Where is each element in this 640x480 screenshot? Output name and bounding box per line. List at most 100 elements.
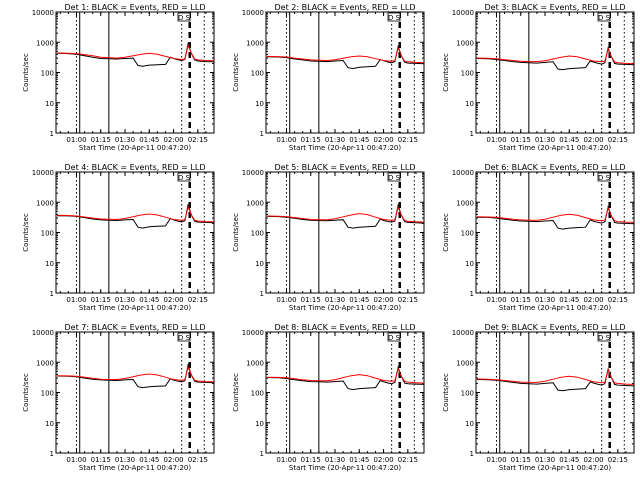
y-tick-label: 10	[45, 100, 54, 108]
panel-title: Det 5: BLACK = Events, RED = LLD	[275, 163, 416, 172]
lld-series-line	[57, 365, 215, 383]
y-tick-label: 1000	[456, 199, 474, 207]
y-axis-label: Counts/sec	[22, 213, 30, 252]
y-tick-label: 10	[255, 100, 264, 108]
x-tick-label: 01:15	[301, 296, 321, 304]
x-tick-label: 02:00	[373, 136, 393, 144]
y-tick-label: 1000	[36, 199, 54, 207]
y-axis-label: Counts/sec	[22, 53, 30, 92]
y-tick-label: 1	[470, 450, 474, 458]
y-tick-label: 100	[461, 390, 474, 398]
y-tick-label: 100	[461, 70, 474, 78]
lld-series-line	[267, 46, 425, 64]
y-tick-label: 10	[465, 260, 474, 268]
legend-label: D S	[388, 174, 401, 182]
panel-title: Det 2: BLACK = Events, RED = LLD	[275, 3, 416, 12]
y-tick-label: 1000	[36, 359, 54, 367]
legend-box	[387, 172, 401, 182]
x-axis-label: Start Time (20-Apr-11 00:47:20)	[289, 304, 401, 312]
x-axis-label: Start Time (20-Apr-11 00:47:20)	[289, 464, 401, 472]
x-tick-label: 01:00	[66, 296, 86, 304]
x-tick-label: 01:45	[139, 296, 159, 304]
x-tick-label: 02:15	[608, 296, 628, 304]
y-axis-label: Counts/sec	[442, 213, 450, 252]
x-tick-label: 02:15	[188, 296, 208, 304]
x-tick-label: 01:00	[276, 296, 296, 304]
y-tick-label: 1	[470, 130, 474, 138]
y-tick-label: 1	[260, 130, 264, 138]
legend-label: D S	[178, 174, 191, 182]
panel-det-1: Det 1: BLACK = Events, RED = LLD 1 10 100 10…	[22, 3, 215, 152]
y-tick-label: 1000	[246, 359, 264, 367]
x-tick-label: 01:30	[535, 296, 555, 304]
panel-det-8: Det 8: BLACK = Events, RED = LLD 1 10 100 10…	[232, 323, 425, 472]
x-tick-label: 01:15	[511, 456, 531, 464]
x-tick-label: 01:00	[276, 136, 296, 144]
y-tick-label: 1000	[246, 199, 264, 207]
y-tick-label: 1000	[246, 39, 264, 47]
x-tick-label: 01:45	[139, 136, 159, 144]
x-tick-label: 01:15	[91, 456, 111, 464]
legend-label: D S	[598, 14, 611, 22]
x-tick-label: 01:15	[91, 136, 111, 144]
x-tick-label: 02:15	[608, 136, 628, 144]
y-tick-label: 10000	[452, 9, 474, 17]
x-axis-label: Start Time (20-Apr-11 00:47:20)	[79, 144, 191, 152]
panel-title: Det 8: BLACK = Events, RED = LLD	[275, 323, 416, 332]
y-tick-label: 10	[255, 260, 264, 268]
y-tick-label: 10000	[32, 329, 54, 337]
y-tick-label: 1	[50, 130, 54, 138]
y-axis-label: Counts/sec	[232, 53, 240, 92]
legend-box	[597, 332, 611, 342]
x-tick-label: 01:30	[325, 296, 345, 304]
x-tick-label: 01:00	[486, 136, 506, 144]
x-tick-label: 01:15	[511, 296, 531, 304]
y-axis-label: Counts/sec	[232, 373, 240, 412]
y-tick-label: 10	[45, 260, 54, 268]
panel-det-9: Det 9: BLACK = Events, RED = LLD 1 10 100 10…	[442, 323, 635, 472]
lld-series-line	[57, 205, 215, 223]
y-tick-label: 1	[50, 450, 54, 458]
y-tick-label: 100	[41, 230, 54, 238]
y-tick-label: 10000	[32, 169, 54, 177]
x-tick-label: 01:15	[301, 136, 321, 144]
y-axis-label: Counts/sec	[442, 373, 450, 412]
x-axis-label: Start Time (20-Apr-11 00:47:20)	[499, 464, 611, 472]
lld-series-line	[267, 205, 425, 223]
y-tick-label: 100	[461, 230, 474, 238]
y-tick-label: 10000	[242, 329, 264, 337]
y-tick-label: 10	[45, 420, 54, 428]
x-tick-label: 01:00	[66, 136, 86, 144]
x-tick-label: 02:15	[398, 456, 418, 464]
x-tick-label: 01:30	[115, 456, 135, 464]
y-tick-label: 1	[260, 290, 264, 298]
y-tick-label: 100	[251, 70, 264, 78]
x-tick-label: 01:45	[349, 456, 369, 464]
x-tick-label: 02:15	[398, 296, 418, 304]
lld-series-line	[267, 366, 425, 384]
legend-box	[597, 172, 611, 182]
x-tick-label: 02:15	[188, 456, 208, 464]
legend-label: D S	[598, 174, 611, 182]
panel-title: Det 3: BLACK = Events, RED = LLD	[485, 3, 626, 12]
x-tick-label: 02:00	[163, 296, 183, 304]
y-axis-label: Counts/sec	[232, 213, 240, 252]
x-tick-label: 01:45	[139, 456, 159, 464]
panel-title: Det 9: BLACK = Events, RED = LLD	[485, 323, 626, 332]
x-axis-label: Start Time (20-Apr-11 00:47:20)	[499, 304, 611, 312]
x-tick-label: 01:45	[349, 136, 369, 144]
panel-det-7: Det 7: BLACK = Events, RED = LLD 1 10 100 10…	[22, 323, 215, 472]
y-tick-label: 1000	[36, 39, 54, 47]
panel-title: Det 6: BLACK = Events, RED = LLD	[485, 163, 626, 172]
x-tick-label: 01:15	[301, 456, 321, 464]
legend-label: D S	[598, 334, 611, 342]
y-tick-label: 1000	[456, 39, 474, 47]
x-tick-label: 01:30	[115, 136, 135, 144]
x-tick-label: 02:00	[163, 456, 183, 464]
legend-box	[387, 12, 401, 22]
y-axis-label: Counts/sec	[22, 373, 30, 412]
y-tick-label: 10	[465, 100, 474, 108]
x-tick-label: 01:00	[66, 456, 86, 464]
x-tick-label: 02:00	[373, 296, 393, 304]
